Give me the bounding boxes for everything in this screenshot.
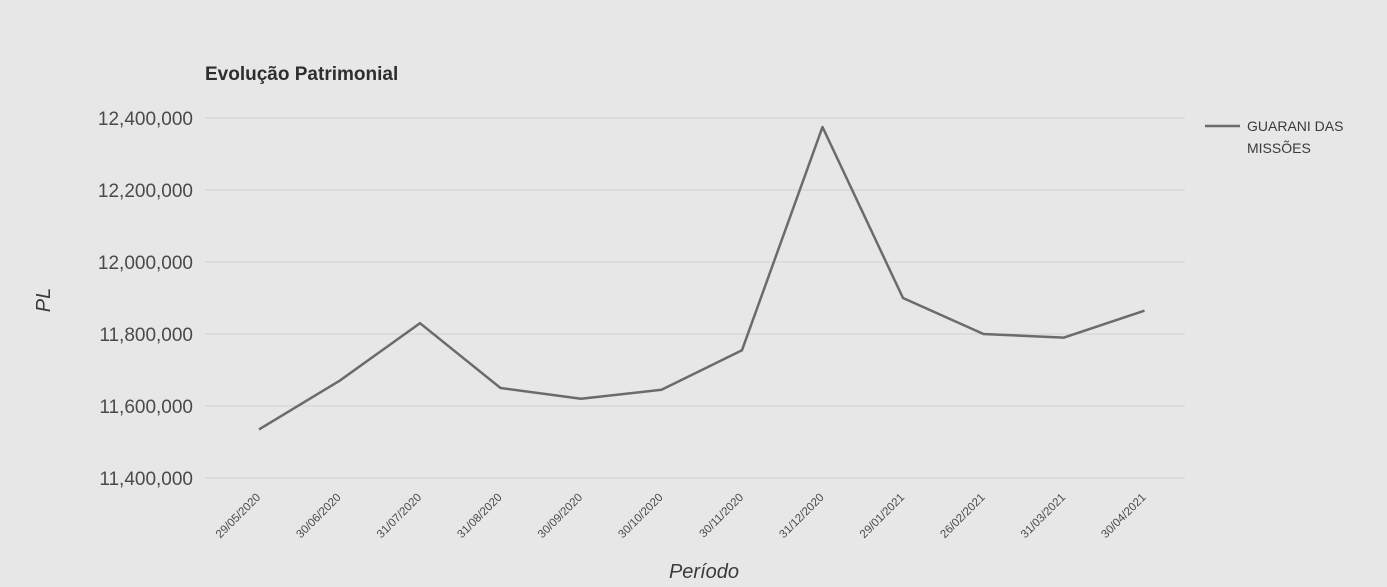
x-tick-label: 31/08/2020 — [455, 492, 504, 541]
chart-title: Evolução Patrimonial — [205, 64, 398, 85]
series-layer — [258, 125, 1145, 431]
x-tick-label: 31/07/2020 — [375, 492, 424, 541]
series-line — [258, 125, 1145, 431]
y-tick-label: 11,600,000 — [99, 397, 193, 418]
y-axis-ticks: 11,400,000 11,600,000 11,800,000 12,000,000… — [98, 109, 193, 490]
x-tick-label: 30/09/2020 — [536, 492, 585, 541]
x-tick-label: 29/01/2021 — [858, 492, 907, 541]
x-tick-label: 31/03/2021 — [1019, 492, 1068, 541]
x-tick-label: 30/10/2020 — [616, 492, 665, 541]
x-axis-ticks: 29/05/2020 30/06/2020 31/07/2020 31/08/2020… — [214, 492, 1149, 541]
y-tick-label: 12,400,000 — [98, 109, 193, 130]
y-tick-label: 11,800,000 — [99, 325, 193, 346]
x-tick-label: 30/04/2021 — [1099, 492, 1148, 541]
x-tick-label: 26/02/2021 — [938, 492, 987, 541]
y-tick-label: 12,000,000 — [98, 253, 193, 274]
x-tick-label: 31/12/2020 — [777, 492, 826, 541]
grid — [205, 117, 1185, 479]
y-tick-label: 11,400,000 — [99, 469, 193, 490]
x-tick-label: 30/06/2020 — [294, 492, 343, 541]
y-axis-label: PL — [33, 288, 55, 312]
legend-label-line-1: GUARANI DAS — [1247, 118, 1343, 134]
legend-label-line-2: MISSÕES — [1247, 140, 1311, 156]
y-tick-label: 12,200,000 — [98, 181, 193, 202]
x-tick-label: 29/05/2020 — [214, 492, 263, 541]
x-tick-label: 30/11/2020 — [698, 492, 747, 541]
x-axis-label: Período — [669, 561, 739, 583]
legend: GUARANI DAS MISSÕES — [1205, 118, 1343, 156]
